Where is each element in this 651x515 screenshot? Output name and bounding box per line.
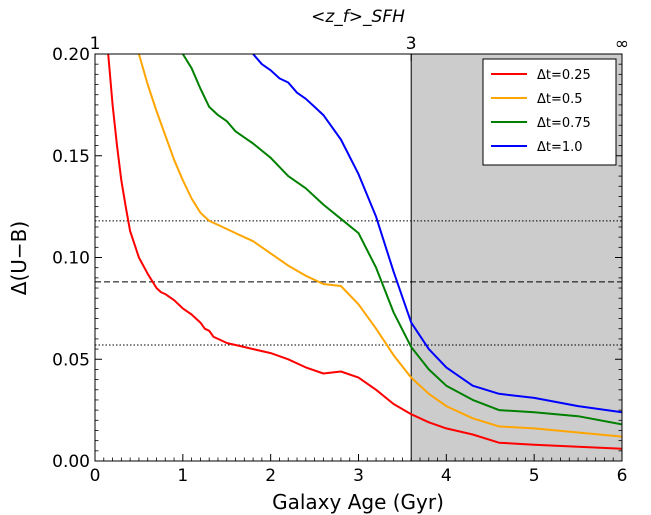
series-line-2	[137, 54, 622, 438]
x-tick-label: 5	[529, 466, 540, 486]
y-tick-label: 0.20	[52, 45, 90, 65]
top-axis-tick-label: ∞	[615, 34, 629, 54]
series-line-1	[107, 54, 622, 450]
x-tick-label: 2	[265, 466, 276, 486]
legend-box	[482, 58, 617, 166]
x-tick-label: 1	[177, 466, 188, 486]
x-tick-label: 0	[90, 466, 101, 486]
axis-ticks: 0 1 2 3 4 5 60.000.050.100.150.201 3 ∞<z_f>_SFH	[52, 7, 629, 486]
reference-lines	[95, 220, 622, 346]
legend-label-4: Δt=1.0	[537, 140, 583, 155]
legend-label-1: Δt=0.25	[537, 68, 591, 83]
x-tick-label: 4	[441, 466, 452, 486]
x-tick-label: 6	[617, 466, 628, 486]
series-line-3	[181, 54, 622, 426]
x-axis-label: Galaxy Age (Gyr)	[272, 490, 444, 514]
y-tick-label: 0.00	[52, 452, 90, 472]
series-lines	[107, 54, 622, 450]
legend-label-3: Δt=0.75	[537, 116, 591, 131]
top-axis-tick-label: 3	[406, 34, 417, 54]
y-axis-label: Δ(U−B)	[7, 221, 31, 295]
top-axis-title: <z_f>_SFH	[311, 7, 405, 27]
legend: Δt=0.25 Δt=0.5 Δt=0.75 Δt=1.0	[482, 58, 617, 166]
y-tick-label: 0.15	[52, 147, 90, 167]
top-axis-tick-label: 1	[90, 34, 101, 54]
y-tick-label: 0.05	[52, 350, 90, 370]
series-line-4	[252, 54, 622, 414]
legend-label-2: Δt=0.5	[537, 92, 583, 107]
x-tick-label: 3	[353, 466, 364, 486]
y-tick-label: 0.10	[52, 249, 90, 269]
